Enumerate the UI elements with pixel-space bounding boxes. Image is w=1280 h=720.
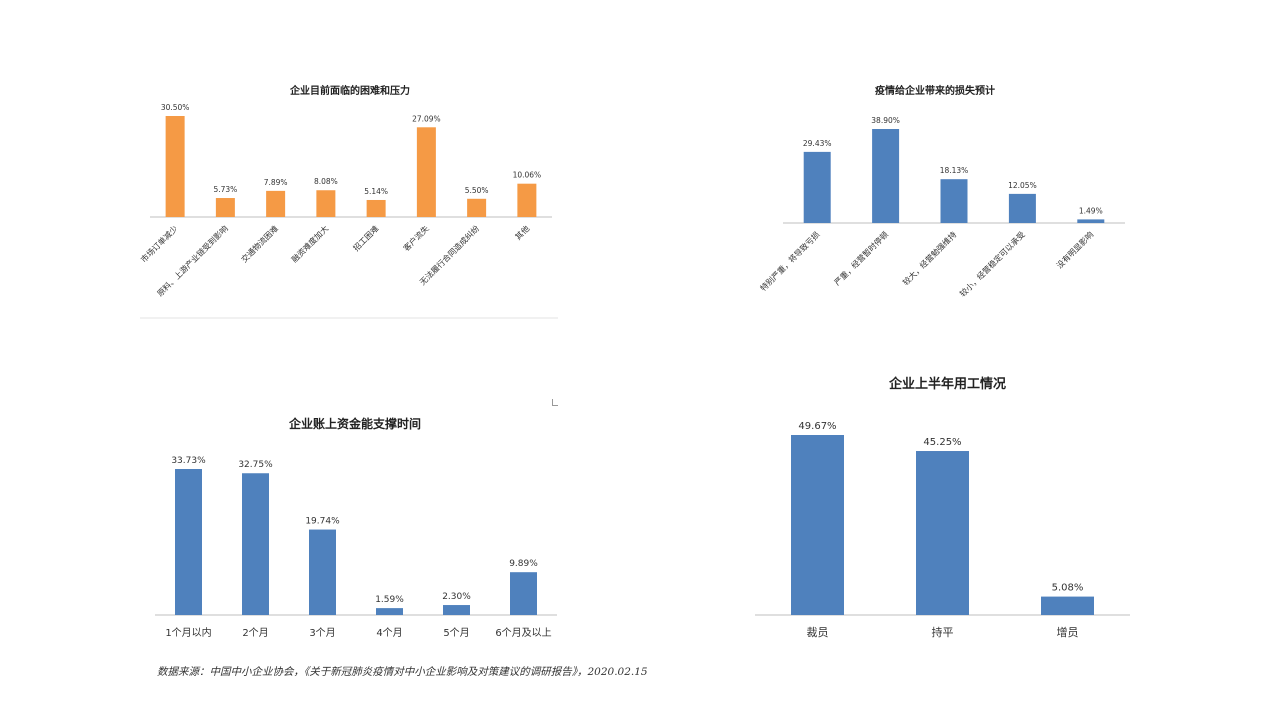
data-label: 5.73%	[213, 185, 237, 194]
data-label: 1.59%	[375, 595, 404, 605]
bar	[940, 179, 968, 223]
bar	[803, 151, 831, 223]
chart-svg: 企业目前面临的困难和压力30.50%市场订单减少5.73%原料、上游产业链受到影…	[139, 84, 558, 319]
data-label: 38.90%	[871, 116, 900, 125]
data-label: 33.73%	[171, 456, 206, 466]
bar	[366, 199, 386, 217]
category-label: 5个月	[443, 627, 469, 639]
data-label: 12.05%	[1008, 181, 1037, 190]
chart-staffing-first-half: 企业上半年用工情况 49.67% 裁员 45.25% 持平 5.08% 增员	[755, 365, 1140, 650]
data-label: 9.89%	[509, 559, 538, 569]
data-label: 27.09%	[412, 114, 441, 123]
chart-title: 疫情给企业带来的损失预计	[875, 84, 995, 97]
chart-loss-estimate: 疫情给企业带来的损失预计 29.43% 特别严重，将导致亏损 38.90% 严重，经营暂…	[725, 75, 1145, 320]
bar	[872, 129, 900, 223]
data-label: 29.43%	[803, 139, 832, 148]
chart-svg: 疫情给企业带来的损失预计 29.43% 特别严重，将导致亏损 38.90% 严重，经营暂…	[758, 84, 1125, 299]
bar	[416, 127, 436, 217]
bar	[517, 183, 537, 217]
category-label: 裁员	[807, 626, 829, 639]
data-label: 5.08%	[1052, 583, 1084, 594]
bar	[175, 469, 202, 615]
bar	[443, 605, 470, 615]
data-label: 10.06%	[513, 171, 542, 180]
bar	[316, 190, 336, 217]
category-label: 特别严重，将导致亏损	[758, 229, 822, 293]
category-label: 交通物流困难	[239, 223, 280, 264]
bar	[266, 190, 286, 217]
category-label: 客户流失	[401, 223, 431, 253]
data-label: 19.74%	[305, 517, 340, 527]
selection-corner-mark	[552, 399, 558, 406]
category-label: 3个月	[309, 627, 335, 639]
bar	[309, 529, 336, 615]
category-label: 市场订单减少	[139, 223, 180, 264]
category-label: 严重，经营暂时停顿	[832, 229, 890, 287]
bar	[1077, 219, 1105, 223]
category-label: 较小，经营稳定可以承受	[958, 229, 1027, 298]
category-label: 其他	[513, 223, 531, 241]
data-label: 2.30%	[442, 592, 471, 602]
data-label: 18.13%	[940, 166, 969, 175]
bar	[791, 435, 844, 615]
bar	[215, 198, 235, 217]
category-label: 融资难度加大	[289, 223, 330, 264]
category-label: 6个月及以上	[495, 627, 551, 639]
chart-svg: 企业上半年用工情况 49.67% 裁员 45.25% 持平 5.08% 增员	[755, 376, 1130, 639]
category-label: 2个月	[242, 627, 268, 639]
category-label: 增员	[1057, 625, 1079, 639]
chart-difficulties: 企业目前面临的困难和压力 30.50% 市场订单减少 5.73% 原料、上游产业链受到影…	[139, 75, 560, 320]
category-label: 持平	[932, 625, 954, 639]
bar	[376, 608, 403, 615]
data-label: 8.08%	[314, 177, 338, 186]
chart-title: 企业目前面临的困难和压力	[289, 84, 410, 97]
data-label: 1.49%	[1079, 206, 1103, 215]
category-label: 没有明显影响	[1054, 229, 1095, 270]
chart-svg: 企业账上资金能支撑时间 33.73% 1个月以内 32.75% 2个月 19.74% 3个月…	[155, 416, 557, 639]
category-label: 较大，经营勉强维持	[900, 229, 958, 287]
bar	[467, 198, 487, 217]
chart-title: 企业上半年用工情况	[888, 376, 1006, 392]
data-label: 45.25%	[923, 437, 961, 448]
data-label: 5.14%	[364, 187, 388, 196]
chart-title: 企业账上资金能支撑时间	[288, 416, 421, 431]
bar	[165, 116, 185, 217]
bar	[1041, 596, 1094, 615]
data-label: 30.50%	[161, 103, 190, 112]
bar	[510, 572, 537, 615]
bar	[242, 473, 269, 615]
category-label: 4个月	[376, 627, 402, 639]
bar	[1008, 193, 1036, 223]
category-label: 1个月以内	[165, 626, 211, 639]
data-label: 49.67%	[798, 421, 836, 432]
source-note: 数据来源：中国中小企业协会，《关于新冠肺炎疫情对中小企业影响及对策建议的调研报告…	[157, 666, 648, 678]
data-label: 5.50%	[465, 186, 489, 195]
data-label: 32.75%	[238, 460, 273, 470]
category-label: 招工困难	[351, 223, 381, 253]
chart-cash-support-time: 企业账上资金能支撑时间 33.73% 1个月以内 32.75% 2个月 19.74% 3个月…	[145, 405, 565, 650]
bar	[916, 451, 969, 615]
data-label: 7.89%	[264, 178, 288, 187]
